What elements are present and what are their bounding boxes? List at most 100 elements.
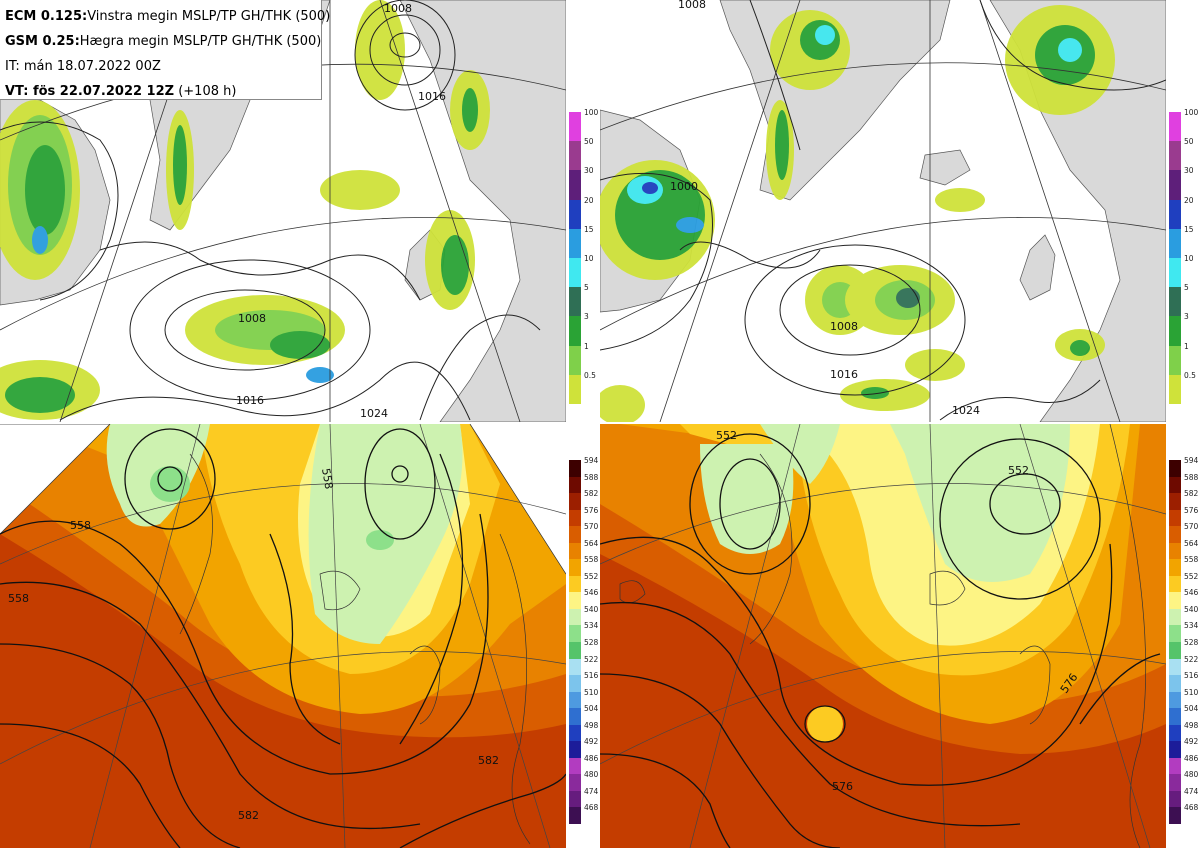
height-label: 558 xyxy=(8,592,29,605)
colorbar-label: 540 xyxy=(584,604,599,614)
precip-colorbar-right: 100 50 30 20 15 10 5 3 1 0.5 xyxy=(1169,109,1199,404)
colorbar-label: 3 xyxy=(584,312,589,322)
colorbar-swatch xyxy=(569,460,581,477)
colorbar-label: 540 xyxy=(1184,604,1199,614)
colorbar-swatch xyxy=(569,658,581,676)
thickness-colorbar-left: 594 588 582 576 570 564 558 552 546 540 534 528 522 5… xyxy=(569,456,599,824)
colorbar-label: 582 xyxy=(584,489,599,499)
colorbar-swatch xyxy=(1169,316,1181,346)
colorbar-swatch xyxy=(1169,807,1181,824)
colorbar-label: 468 xyxy=(584,803,599,813)
colorbar-swatch xyxy=(1169,509,1181,527)
colorbar-swatch xyxy=(1169,774,1181,791)
colorbar-label: 534 xyxy=(584,621,599,631)
colorbar-label: 5 xyxy=(1184,283,1189,293)
colorbar-label: 474 xyxy=(1184,786,1199,796)
colorbar-swatch xyxy=(569,608,581,626)
colorbar-swatch xyxy=(569,790,581,808)
colorbar-label: 546 xyxy=(584,588,599,598)
colorbar-swatch xyxy=(1169,708,1181,725)
colorbar-label: 588 xyxy=(584,472,599,482)
colorbar-label: 10 xyxy=(584,254,594,263)
colorbar-label: 564 xyxy=(584,538,599,548)
colorbar-label: 570 xyxy=(1184,522,1199,532)
colorbar-swatch xyxy=(569,542,581,560)
colorbar-label: 492 xyxy=(1184,737,1199,747)
colorbar-swatch xyxy=(569,642,581,659)
colorbar-swatch xyxy=(1169,526,1181,543)
height-label: 558 xyxy=(319,467,335,490)
isobar-label: 1008 xyxy=(830,320,858,333)
colorbar-label: 522 xyxy=(1184,654,1199,664)
colorbar-label: 474 xyxy=(584,786,599,796)
colorbar-label: 522 xyxy=(584,654,599,664)
colorbar-swatch xyxy=(569,170,581,200)
colorbar-label: 516 xyxy=(1184,671,1199,681)
land-europe-right xyxy=(399,0,566,422)
colorbar-swatch xyxy=(569,559,581,576)
colorbar-swatch xyxy=(569,141,581,171)
colorbar-swatch xyxy=(1169,675,1181,692)
isobar-label: 1008 xyxy=(678,0,706,11)
initial-time: IT: mán 18.07.2022 00Z xyxy=(5,59,161,74)
colorbar-swatch xyxy=(569,476,581,494)
colorbar-swatch xyxy=(569,526,581,543)
colorbar-swatch xyxy=(1169,199,1181,229)
colorbar-label: 552 xyxy=(584,571,599,581)
colorbar-label: 20 xyxy=(584,195,594,205)
height-label: 582 xyxy=(478,754,499,767)
isobar-label: 1016 xyxy=(236,394,264,407)
colorbar-swatch xyxy=(569,724,581,742)
colorbar-label: 594 xyxy=(584,456,599,465)
map-panel-ecm-thk: 558 558 558 582 582 xyxy=(0,424,566,848)
colorbar-label: 3 xyxy=(1184,312,1189,322)
height-label: 552 xyxy=(1008,464,1029,477)
colorbar-swatch xyxy=(569,287,581,317)
precip-colorbar-left: 100 50 30 20 15 10 5 3 1 0.5 xyxy=(569,109,599,404)
colorbar-swatch xyxy=(1169,724,1181,742)
colorbar-label: 1 xyxy=(1184,341,1189,351)
model-right-line: GSM 0.25:Hægra megin MSLP/TP GH/THK (500… xyxy=(5,34,322,49)
colorbar-swatch xyxy=(569,708,581,725)
colorbar-swatch xyxy=(1169,228,1181,258)
colorbar-label: 564 xyxy=(1184,538,1199,548)
colorbar-swatch xyxy=(1169,757,1181,775)
colorbar-swatch xyxy=(569,592,581,609)
colorbar-label: 15 xyxy=(1184,224,1194,234)
colorbar-label: 0.5 xyxy=(584,370,596,380)
colorbar-swatch xyxy=(569,675,581,692)
colorbar-label: 486 xyxy=(1184,753,1199,763)
colorbar-label: 492 xyxy=(584,737,599,747)
isobar-label: 1000 xyxy=(670,180,698,193)
colorbar-swatch xyxy=(1169,741,1181,758)
colorbar-swatch xyxy=(1169,112,1181,142)
colorbar-label: 594 xyxy=(1184,456,1199,465)
colorbar-label: 10 xyxy=(1184,254,1194,263)
colorbar-swatch xyxy=(1169,575,1181,593)
colorbar-swatch xyxy=(569,691,581,709)
colorbar-label: 486 xyxy=(584,753,599,763)
height-label: 552 xyxy=(716,429,737,442)
colorbar-swatch xyxy=(569,199,581,229)
colorbar-label: 30 xyxy=(1184,166,1194,176)
colorbar-swatch xyxy=(569,625,581,642)
colorbar-label: 0.5 xyxy=(1184,370,1196,380)
colorbar-label: 504 xyxy=(1184,704,1199,714)
colorbar-swatch xyxy=(569,509,581,527)
colorbar-swatch xyxy=(1169,287,1181,317)
colorbar-label: 480 xyxy=(1184,770,1199,780)
forecast-info-box: ECM 0.125:Vinstra megin MSLP/TP GH/THK (… xyxy=(0,0,330,100)
land-uk xyxy=(1019,234,1056,301)
colorbar-label: 504 xyxy=(584,704,599,714)
colorbar-swatch xyxy=(1169,476,1181,494)
colorbar-label: 50 xyxy=(584,137,594,147)
colorbar-swatch xyxy=(1169,790,1181,808)
map-panel-gsm-mslp: 1008 1016 1024 1000 1008 xyxy=(600,0,1166,422)
colorbar-label: 15 xyxy=(584,224,594,234)
colorbar-swatch xyxy=(569,757,581,775)
colorbar-swatch xyxy=(1169,345,1181,375)
colorbar-swatch xyxy=(1169,493,1181,510)
isobar-label: 1016 xyxy=(418,90,446,103)
colorbar-label: 546 xyxy=(1184,588,1199,598)
precip-overlay xyxy=(0,0,490,420)
